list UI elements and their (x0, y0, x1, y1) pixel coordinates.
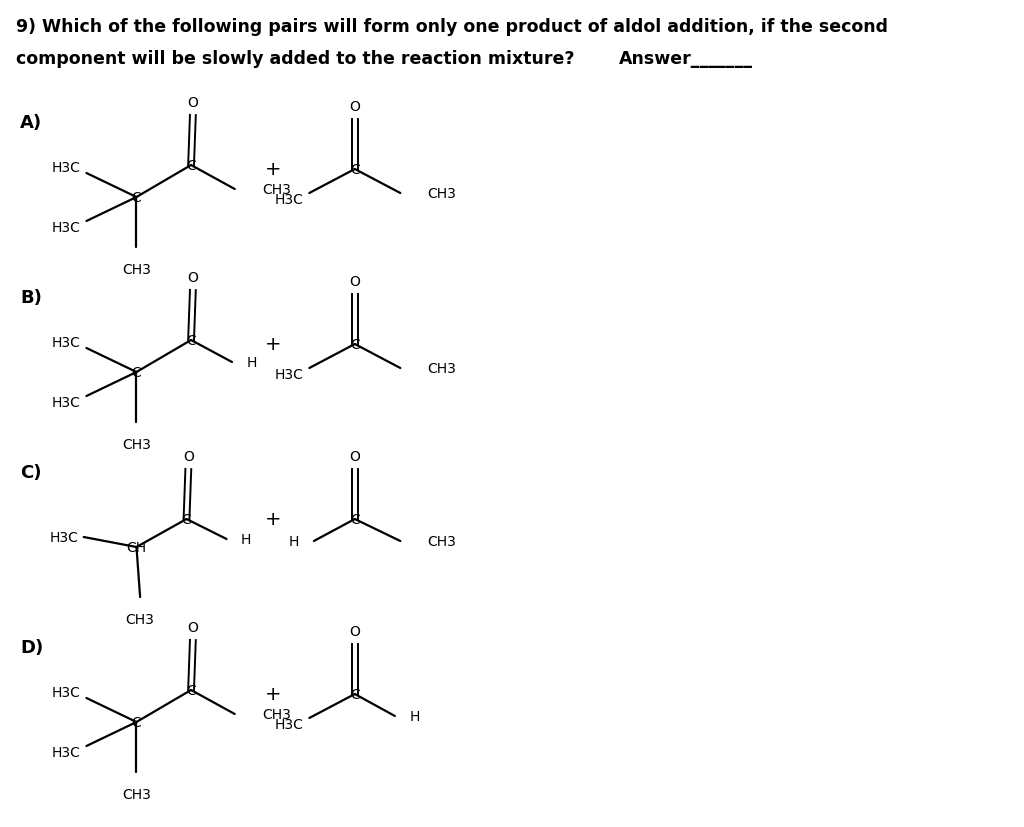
Text: H3C: H3C (49, 530, 78, 544)
Text: H: H (410, 709, 420, 723)
Text: +: + (264, 685, 282, 704)
Text: C: C (186, 159, 196, 173)
Text: H3C: H3C (275, 717, 304, 731)
Text: H3C: H3C (52, 686, 81, 699)
Text: CH3: CH3 (428, 534, 457, 548)
Text: C: C (350, 163, 359, 177)
Text: H3C: H3C (52, 745, 81, 759)
Text: H3C: H3C (275, 367, 304, 381)
Text: H3C: H3C (52, 395, 81, 409)
Text: O: O (349, 624, 360, 638)
Text: D): D) (20, 638, 43, 656)
Text: CH3: CH3 (262, 707, 291, 721)
Text: O: O (187, 270, 199, 284)
Text: CH3: CH3 (428, 361, 457, 375)
Text: H: H (247, 356, 257, 370)
Text: +: + (264, 510, 282, 528)
Text: +: + (264, 160, 282, 179)
Text: H: H (241, 533, 252, 547)
Text: O: O (187, 620, 199, 634)
Text: component will be slowly added to the reaction mixture?: component will be slowly added to the re… (16, 50, 574, 68)
Text: CH3: CH3 (428, 187, 457, 201)
Text: C: C (186, 333, 196, 347)
Text: +: + (264, 335, 282, 354)
Text: O: O (349, 100, 360, 114)
Text: C: C (186, 683, 196, 697)
Text: O: O (349, 275, 360, 289)
Text: H3C: H3C (52, 336, 81, 350)
Text: Answer_______: Answer_______ (618, 50, 753, 68)
Text: 9) Which of the following pairs will form only one product of aldol addition, if: 9) Which of the following pairs will for… (16, 18, 889, 36)
Text: C: C (132, 715, 141, 729)
Text: CH3: CH3 (126, 612, 155, 626)
Text: CH3: CH3 (122, 437, 151, 452)
Text: CH3: CH3 (122, 787, 151, 801)
Text: C: C (350, 513, 359, 526)
Text: CH3: CH3 (122, 263, 151, 277)
Text: H3C: H3C (275, 193, 304, 207)
Text: O: O (187, 96, 199, 110)
Text: B): B) (20, 289, 42, 307)
Text: C: C (132, 191, 141, 205)
Text: O: O (183, 449, 194, 463)
Text: C: C (350, 337, 359, 351)
Text: C): C) (20, 463, 42, 481)
Text: CH: CH (126, 540, 146, 554)
Text: CH3: CH3 (262, 183, 291, 197)
Text: H: H (289, 534, 299, 548)
Text: H3C: H3C (52, 221, 81, 235)
Text: C: C (132, 366, 141, 380)
Text: O: O (349, 449, 360, 463)
Text: C: C (350, 687, 359, 701)
Text: H3C: H3C (52, 160, 81, 174)
Text: A): A) (20, 114, 42, 131)
Text: C: C (181, 513, 191, 526)
